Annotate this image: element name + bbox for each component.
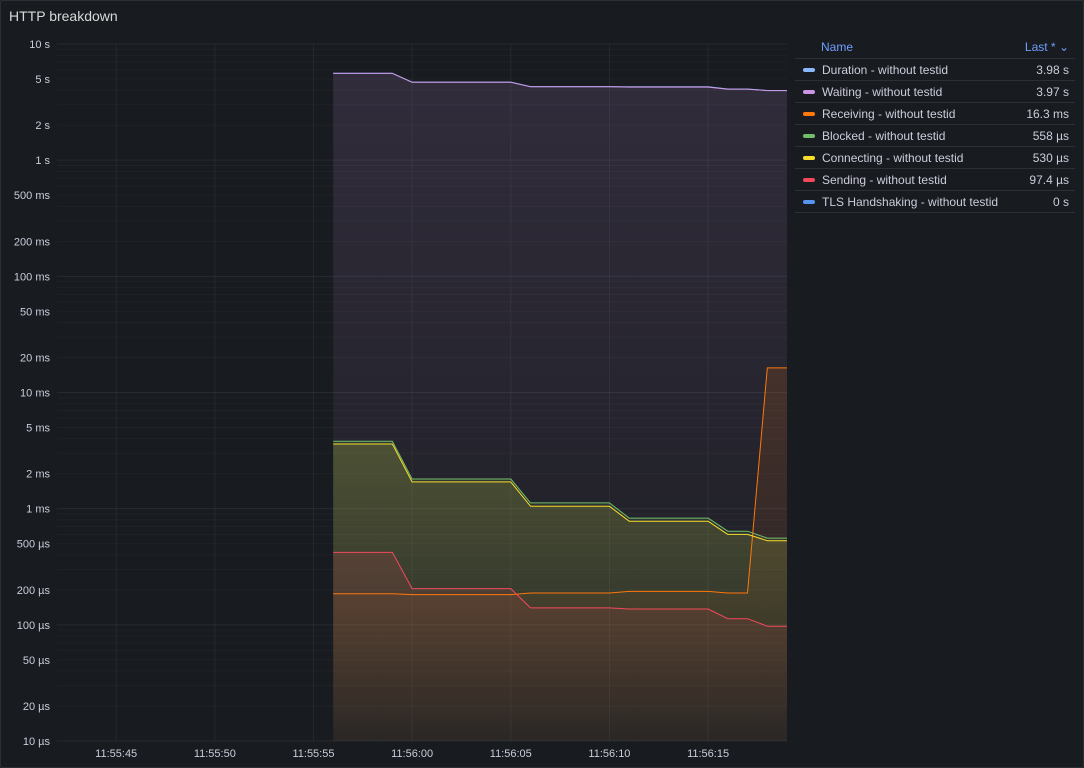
legend-series-last-value: 530 µs [1032,150,1069,165]
x-tick-label: 11:56:05 [490,748,532,760]
y-tick-label: 20 µs [23,701,51,713]
y-tick-label: 2 ms [26,469,50,481]
legend-table: Name Last * ⌄ Duration - without testid 3… [795,36,1075,213]
y-tick-label: 5 ms [26,422,50,434]
legend-row[interactable]: Waiting - without testid 3.97 s [795,81,1075,103]
series-fills [333,73,787,741]
x-tick-label: 11:56:10 [588,748,630,760]
series-line [333,443,787,542]
legend-series-name[interactable]: Blocked - without testid [822,128,946,143]
y-tick-label: 200 ms [14,236,51,248]
y-tick-label: 10 s [29,39,50,51]
x-tick-label: 11:55:55 [292,748,334,760]
series-color-swatch[interactable] [803,89,815,94]
x-tick-label: 11:55:45 [95,748,137,760]
legend-series-name[interactable]: Duration - without testid [822,62,949,77]
x-tick-label: 11:56:00 [391,748,433,760]
legend-row[interactable]: Duration - without testid 3.98 s [795,59,1075,81]
legend-series-last-value: 0 s [1052,194,1069,209]
series-line [333,367,787,596]
series-lines [333,72,787,627]
legend-row[interactable]: Sending - without testid 97.4 µs [795,169,1075,191]
legend-series-name[interactable]: Waiting - without testid [822,84,943,99]
legend-rows: Duration - without testid 3.98 s Waiting -… [795,59,1075,213]
y-tick-label: 50 ms [20,306,50,318]
x-tick-label: 11:55:50 [194,748,236,760]
series-line [333,551,787,627]
legend-series-last-value: 97.4 µs [1029,172,1069,187]
legend-series-last-value: 16.3 ms [1026,106,1069,121]
series-line [333,72,787,92]
legend-header: Name Last * ⌄ [795,36,1075,59]
legend-row[interactable]: Receiving - without testid 16.3 ms [795,103,1075,125]
y-tick-label: 2 s [35,120,50,132]
y-tick-label: 100 ms [14,271,51,283]
legend-series-last-value: 3.98 s [1036,62,1069,77]
legend-series-last-value: 3.97 s [1036,84,1069,99]
legend-row[interactable]: Blocked - without testid 558 µs [795,125,1075,147]
y-tick-label: 100 µs [17,620,51,632]
y-tick-label: 5 s [35,74,50,86]
legend-row[interactable]: TLS Handshaking - without testid 0 s [795,191,1075,213]
y-tick-label: 10 ms [20,388,50,400]
axes: 10 s 5 s 2 s 1 s 500 ms 200 ms 100 ms 50 ms 20 m… [14,39,729,760]
legend-series-name[interactable]: Receiving - without testid [822,106,956,121]
legend-series-name[interactable]: TLS Handshaking - without testid [822,194,999,209]
series-area [333,552,787,741]
series-color-swatch[interactable] [803,155,815,160]
legend-series-name[interactable]: Connecting - without testid [822,150,964,165]
legend-series-name[interactable]: Sending - without testid [822,172,947,187]
legend-row[interactable]: Connecting - without testid 530 µs [795,147,1075,169]
series-color-swatch[interactable] [803,111,815,116]
legend-last-header[interactable]: Last * ⌄ [1024,40,1069,54]
y-tick-label: 200 µs [17,585,51,597]
legend-series-last-value: 558 µs [1032,128,1069,143]
x-tick-label: 11:56:15 [687,748,729,760]
panel-title[interactable]: HTTP breakdown [9,8,118,24]
series-color-swatch[interactable] [803,133,815,138]
y-tick-label: 500 ms [14,190,51,202]
chevron-down-icon: ⌄ [1058,40,1069,54]
y-tick-label: 500 µs [17,539,51,551]
y-tick-label: 20 ms [20,353,50,365]
legend-name-header[interactable]: Name [821,40,854,54]
y-tick-label: 50 µs [23,655,51,667]
series-color-swatch[interactable] [803,177,815,182]
series-color-swatch[interactable] [803,67,815,72]
y-tick-label: 10 µs [23,736,51,748]
y-tick-label: 1 ms [26,504,50,516]
y-tick-label: 1 s [35,155,50,167]
series-color-swatch[interactable] [803,199,815,204]
series-line [333,440,787,539]
